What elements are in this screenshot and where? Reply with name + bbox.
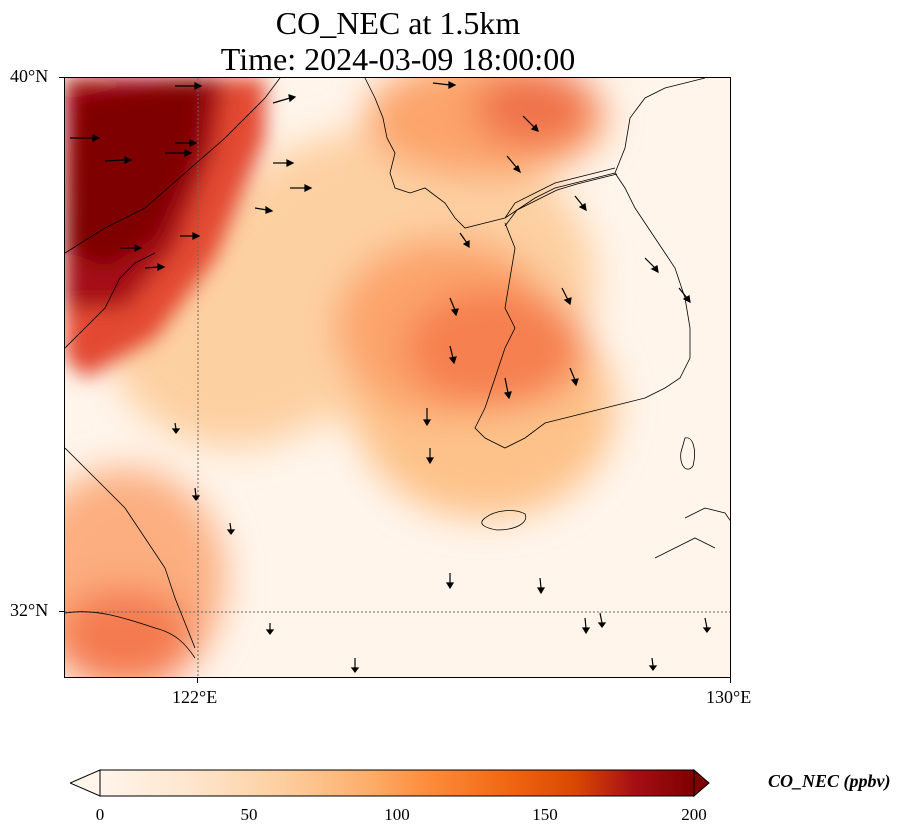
wind-arrow: [448, 345, 457, 365]
wind-arrow: [171, 422, 181, 434]
wind-arrow: [104, 156, 133, 164]
wind-arrow: [422, 408, 432, 427]
lat-label-40n: 40°N: [10, 66, 49, 86]
wind-arrow: [581, 617, 591, 635]
wind-arrow: [522, 115, 539, 132]
wind-arrow: [70, 134, 101, 142]
wind-arrow: [425, 448, 435, 465]
colorbar-tick-150: 150: [532, 805, 558, 824]
wind-arrow: [432, 81, 457, 89]
colorbar-title: CO_NEC (ppbv): [768, 771, 891, 791]
wind-arrow: [449, 297, 459, 317]
lon-label-130e: 130°E: [706, 687, 752, 707]
wind-arrow: [702, 617, 712, 633]
lat-tick-32n: [59, 611, 64, 612]
wind-arrow: [648, 657, 658, 671]
concentration-map: [65, 78, 730, 677]
wind-arrow: [569, 367, 579, 387]
wind-arrow: [254, 205, 274, 214]
colorbar: [68, 768, 710, 798]
wind-arrow: [180, 232, 201, 240]
lat-tick-40n: [59, 77, 64, 78]
wind-arrow: [226, 522, 236, 535]
wind-vectors: [70, 81, 712, 673]
lon-tick-122e: [197, 678, 198, 683]
wind-arrow: [175, 139, 198, 147]
wind-arrow: [536, 577, 546, 595]
map-title-line-1: CO_NEC at 1.5km: [275, 5, 521, 41]
wind-arrow: [272, 94, 297, 104]
colorbar-max-extend: [693, 768, 710, 798]
wind-arrow: [506, 155, 522, 174]
wind-arrow: [350, 658, 360, 673]
concentration-field: [65, 78, 615, 677]
wind-arrow: [290, 184, 313, 192]
wind-arrow: [144, 263, 166, 271]
wind-arrow: [273, 159, 295, 167]
wind-arrow: [459, 232, 470, 249]
colorbar-tick-200: 200: [681, 805, 707, 824]
colorbar-tick-0: 0: [95, 805, 105, 824]
lon-tick-130e: [730, 678, 731, 683]
colorbar-tick-100: 100: [384, 805, 410, 824]
colorbar-min-extend: [68, 769, 101, 797]
colorbar-svg: [68, 768, 710, 798]
lat-label-32n: 32°N: [10, 600, 49, 620]
wind-arrow: [191, 487, 201, 501]
wind-arrow: [574, 195, 587, 212]
colorbar-tick-50: 50: [240, 805, 258, 824]
wind-arrow: [165, 149, 193, 157]
lon-label-122e: 122°E: [172, 687, 218, 707]
map-title-line-2: Time: 2024-03-09 18:00:00: [220, 41, 576, 77]
colorbar-gradient: [99, 769, 695, 797]
high-concentration-plume: [65, 78, 265, 378]
wind-arrow: [445, 573, 455, 590]
wind-arrow: [678, 287, 691, 304]
wind-arrow: [561, 287, 572, 306]
wind-arrow: [644, 257, 659, 274]
wind-arrow: [597, 612, 607, 628]
wind-arrow: [175, 82, 203, 90]
wind-arrow: [503, 377, 512, 400]
wind-arrow: [120, 244, 143, 252]
wind-arrow: [265, 623, 275, 635]
map-panel: [64, 77, 731, 678]
